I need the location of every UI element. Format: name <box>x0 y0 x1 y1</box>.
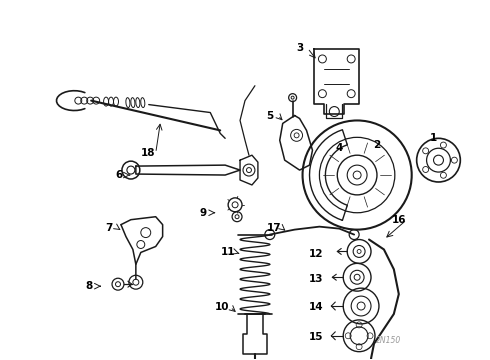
Text: 6: 6 <box>115 170 122 180</box>
Text: 4: 4 <box>336 143 343 153</box>
Text: 5: 5 <box>266 111 273 121</box>
Text: 11: 11 <box>221 247 235 257</box>
Text: 10: 10 <box>215 302 229 312</box>
Text: 3: 3 <box>296 43 303 53</box>
Text: 13: 13 <box>309 274 324 284</box>
Text: 2: 2 <box>373 140 381 150</box>
Text: 17: 17 <box>267 222 281 233</box>
Text: 9: 9 <box>200 208 207 218</box>
Text: 16: 16 <box>392 215 406 225</box>
Text: 2N150: 2N150 <box>376 336 401 345</box>
Text: 18: 18 <box>141 148 155 158</box>
Text: 8: 8 <box>86 281 93 291</box>
Text: 15: 15 <box>309 332 324 342</box>
Text: 12: 12 <box>309 249 324 260</box>
Text: 1: 1 <box>430 133 437 143</box>
Text: 7: 7 <box>105 222 113 233</box>
Text: 14: 14 <box>309 302 324 312</box>
